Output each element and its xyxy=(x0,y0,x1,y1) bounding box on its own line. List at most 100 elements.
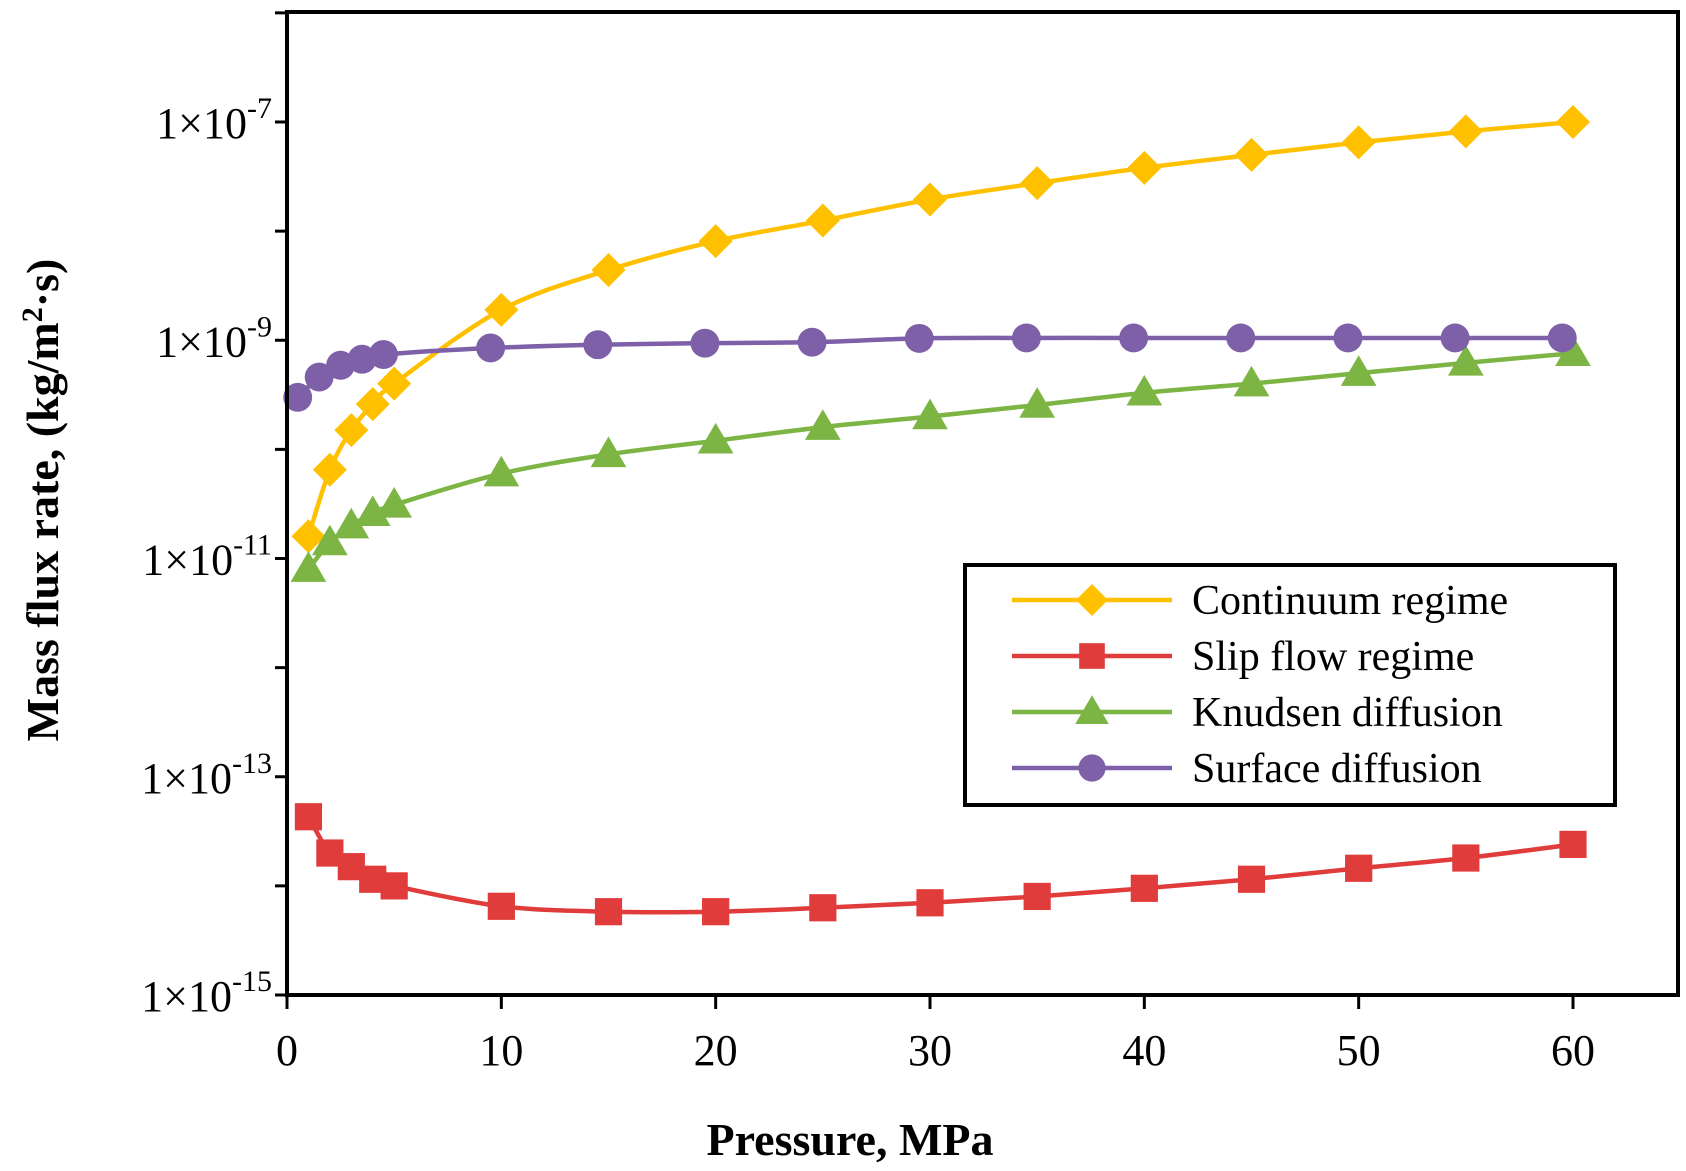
data-point-surface-diffusion xyxy=(904,323,934,353)
y-tick-label-times: × xyxy=(178,317,203,366)
data-point-surface-diffusion xyxy=(1440,323,1470,353)
data-point-knudsen-diffusion xyxy=(590,436,627,468)
legend-label-continuum-regime: Continuum regime xyxy=(1192,578,1508,624)
y-tick-label-base: 10 xyxy=(188,754,232,803)
data-point-slip-flow-regime xyxy=(702,898,730,926)
data-point-surface-diffusion xyxy=(690,328,720,358)
data-point-slip-flow-regime xyxy=(594,898,623,926)
series-continuum-regime xyxy=(291,105,1590,554)
data-point-slip-flow-regime xyxy=(809,894,837,922)
y-tick-label-mantissa: 1 xyxy=(141,754,163,803)
data-point-knudsen-diffusion xyxy=(290,551,327,582)
data-point-knudsen-diffusion xyxy=(1555,335,1591,367)
data-point-surface-diffusion xyxy=(1011,323,1041,353)
y-tick-label-mantissa: 1 xyxy=(156,317,178,366)
x-tick-label: 40 xyxy=(1122,1026,1166,1075)
y-tick-label-base: 10 xyxy=(189,536,233,585)
data-point-knudsen-diffusion xyxy=(312,524,348,556)
legend-marker-knudsen-diffusion xyxy=(1075,695,1109,724)
y-tick-label: 1×10-15 xyxy=(141,965,272,1021)
y-tick-label: 1×10-11 xyxy=(142,529,272,585)
data-point-knudsen-diffusion xyxy=(1019,387,1056,418)
data-point-continuum-regime xyxy=(1127,150,1162,185)
data-point-surface-diffusion xyxy=(1333,323,1363,353)
y-tick-label-exponent: -9 xyxy=(247,310,272,343)
y-tick-label-base: 10 xyxy=(188,972,232,1021)
legend-marker-slip-flow-regime xyxy=(1079,643,1105,669)
data-point-knudsen-diffusion xyxy=(376,487,413,518)
y-tick-label-base: 10 xyxy=(203,99,247,148)
data-point-knudsen-diffusion xyxy=(1340,355,1377,386)
data-point-knudsen-diffusion xyxy=(483,455,520,487)
data-point-continuum-regime xyxy=(1341,125,1376,160)
x-tick-label: 20 xyxy=(694,1026,738,1075)
legend-label-slip-flow-regime: Slip flow regime xyxy=(1192,634,1474,680)
data-point-slip-flow-regime xyxy=(294,803,323,831)
data-point-continuum-regime xyxy=(913,182,947,217)
y-axis-title-main: Mass flux rate, (kg/m xyxy=(17,322,68,741)
data-point-slip-flow-regime xyxy=(1559,830,1587,858)
data-point-slip-flow-regime xyxy=(1345,854,1373,882)
data-point-continuum-regime xyxy=(484,292,519,327)
y-tick-label-exponent: -11 xyxy=(233,529,272,562)
data-point-surface-diffusion xyxy=(583,330,613,360)
y-axis-title-tail: ·s) xyxy=(17,259,68,308)
data-point-knudsen-diffusion xyxy=(333,507,370,539)
legend-marker-surface-diffusion xyxy=(1078,754,1106,782)
x-tick-label: 50 xyxy=(1337,1026,1381,1075)
series-layer xyxy=(283,105,1591,926)
legend-label-surface-diffusion: Surface diffusion xyxy=(1192,746,1482,792)
data-point-continuum-regime xyxy=(698,224,733,259)
x-axis-title: Pressure, MPa xyxy=(706,1114,993,1165)
legend-marker-continuum-regime xyxy=(1076,584,1108,616)
y-tick-label-times: × xyxy=(164,536,189,585)
data-point-continuum-regime xyxy=(291,519,326,554)
data-point-surface-diffusion xyxy=(797,327,827,357)
data-point-continuum-regime xyxy=(591,253,626,288)
y-tick-label-base: 10 xyxy=(203,317,247,366)
y-axis-title: Mass flux rate, (kg/m2·s) xyxy=(16,259,68,742)
y-tick-label: 1×10-9 xyxy=(156,310,272,366)
y-axis-title-superscript: 2 xyxy=(16,307,49,322)
data-point-continuum-regime xyxy=(312,452,347,487)
x-tick-label: 0 xyxy=(276,1026,298,1075)
data-point-knudsen-diffusion xyxy=(912,398,948,430)
data-point-surface-diffusion xyxy=(369,340,398,369)
data-point-continuum-regime xyxy=(1448,114,1483,149)
y-tick-label-exponent: -7 xyxy=(247,92,272,125)
data-point-surface-diffusion xyxy=(1226,323,1256,353)
legend-item-continuum-regime: Continuum regime xyxy=(1012,578,1508,624)
legend: Continuum regime Slip flow regime Knudsen … xyxy=(963,563,1617,807)
data-point-knudsen-diffusion xyxy=(804,409,841,440)
data-point-knudsen-diffusion xyxy=(1233,365,1270,397)
data-point-slip-flow-regime xyxy=(1023,882,1051,911)
y-axis-ticks: 1×10-151×10-131×10-111×10-91×10-7 xyxy=(141,11,287,1021)
x-tick-label: 30 xyxy=(908,1026,952,1075)
x-tick-label: 60 xyxy=(1551,1026,1595,1075)
data-point-continuum-regime xyxy=(1556,105,1590,139)
data-point-knudsen-diffusion xyxy=(354,495,391,526)
y-tick-label-exponent: -15 xyxy=(232,965,272,998)
x-axis-ticks: 0 10 20 30 40 50 60 xyxy=(276,995,1595,1075)
data-point-surface-diffusion xyxy=(283,382,313,412)
data-point-continuum-regime xyxy=(334,413,369,448)
legend-item-knudsen-diffusion: Knudsen diffusion xyxy=(1012,690,1503,736)
y-tick-label-times: × xyxy=(178,99,203,148)
data-point-continuum-regime xyxy=(1020,166,1055,201)
y-tick-label: 1×10-7 xyxy=(156,92,272,148)
data-point-continuum-regime xyxy=(805,203,840,238)
data-point-knudsen-diffusion xyxy=(1126,374,1163,406)
y-tick-label-times: × xyxy=(163,754,188,803)
series-knudsen-diffusion xyxy=(290,335,1591,582)
plot-frame xyxy=(285,10,1680,997)
data-point-continuum-regime xyxy=(355,387,390,422)
series-line-knudsen-diffusion xyxy=(306,351,1574,571)
data-point-slip-flow-regime xyxy=(1130,874,1158,902)
series-slip-flow-regime xyxy=(294,803,1587,926)
legend-label-knudsen-diffusion: Knudsen diffusion xyxy=(1192,690,1503,736)
data-point-surface-diffusion xyxy=(1119,323,1149,353)
series-surface-diffusion xyxy=(283,323,1577,412)
data-point-knudsen-diffusion xyxy=(697,422,734,454)
y-tick-label: 1×10-13 xyxy=(141,747,272,803)
